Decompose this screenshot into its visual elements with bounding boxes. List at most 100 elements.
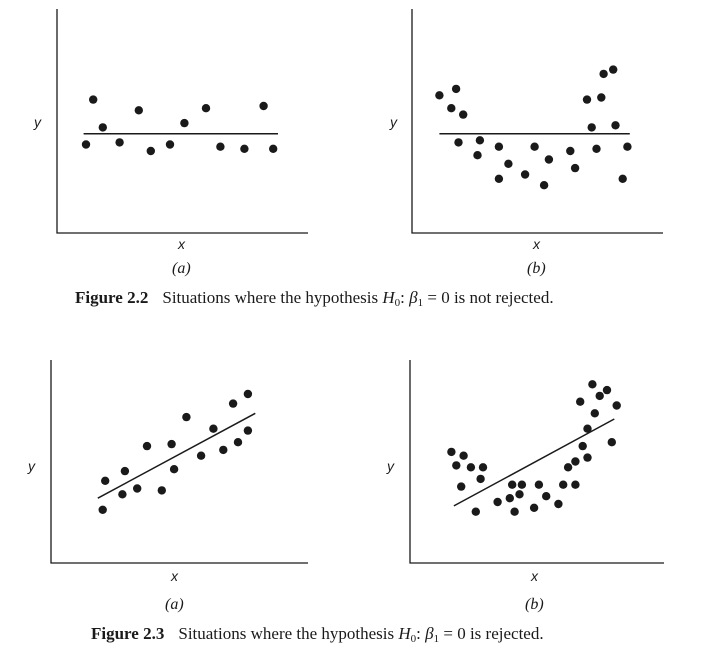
fig23b-point-9 [493, 497, 502, 507]
fig22b-point-8 [494, 142, 504, 151]
fig22b-point-4 [459, 110, 468, 119]
fig23a-point-6 [142, 441, 152, 451]
fig23a-point-9 [169, 465, 179, 474]
fig22b-ylabel: y [389, 114, 398, 130]
fig23a-point-14 [228, 399, 238, 408]
fig22b-point-3 [451, 84, 461, 94]
fig22b-point-22 [609, 65, 618, 74]
figure-2-2-caption: Figure 2.2 Situations where the hypothesi… [75, 288, 554, 309]
figure-2-3-text-after: = 0 is rejected. [443, 624, 544, 643]
fig22a-point-10 [216, 142, 225, 151]
fig23b-point-23 [576, 397, 585, 406]
fig22a-point-9 [201, 104, 211, 113]
figure-2-2-beta-subscript: 1 [417, 297, 424, 309]
fig23b-axes [409, 360, 664, 564]
fig23b-subplot-label: (b) [525, 596, 544, 613]
figure-2-2-h-symbol: H [382, 288, 395, 307]
fig22a-axes [56, 9, 308, 234]
fig22b-point-5 [454, 138, 463, 147]
figure-2-3-beta-symbol: β [425, 624, 434, 643]
fig23a-point-15 [233, 438, 243, 447]
fig22a-point-12 [259, 101, 268, 111]
fig23b-fit-line [453, 418, 615, 507]
figure-2-3-colon: : [416, 624, 421, 643]
fig22b-point-1 [435, 91, 444, 100]
figure-2-3-h-subscript: 0 [410, 633, 417, 645]
fig22b-point-16 [570, 163, 580, 173]
fig22b-point-17 [582, 95, 592, 104]
fig23a-point-11 [196, 451, 206, 460]
fig23a-subplot-label: (a) [165, 596, 184, 613]
fig23b-point-10 [505, 494, 514, 503]
figure-2-2-text-before: Situations where the hypothesis [162, 288, 379, 307]
fig23b-point-18 [554, 499, 563, 509]
fig23b-point-13 [515, 490, 524, 499]
fig22b-point-23 [611, 121, 620, 130]
fig22a-scatter-plot: y x (a) [33, 9, 308, 277]
fig23a-fit-line [97, 412, 256, 499]
fig22a-point-1 [81, 140, 91, 149]
fig22a-subplot-label: (a) [172, 260, 191, 277]
fig23b-point-8 [478, 463, 488, 472]
fig22a-point-3 [98, 123, 108, 132]
fig23a-point-2 [101, 476, 110, 485]
fig22b-point-2 [447, 104, 456, 113]
fig23a-point-7 [157, 486, 166, 495]
fig22b-point-20 [597, 93, 606, 102]
fig22b-point-15 [566, 146, 575, 156]
figure-2-3-text-before: Situations where the hypothesis [178, 624, 395, 643]
fig23a-point-8 [167, 439, 176, 449]
fig22a-xlabel: x [177, 236, 186, 252]
fig23a-point-4 [120, 466, 130, 476]
fig23a-xlabel: x [170, 568, 179, 584]
fig23b-point-14 [517, 480, 527, 489]
figure-2-2-text-after: = 0 is not rejected. [427, 288, 554, 307]
fig22b-point-13 [539, 181, 549, 190]
fig22b-axes [411, 9, 663, 234]
fig23b-point-30 [602, 385, 612, 395]
fig23b-point-25 [583, 424, 592, 433]
figure-2-2-label: Figure 2.2 [75, 288, 149, 307]
fig23a-point-1 [98, 505, 107, 514]
fig23b-point-29 [595, 391, 604, 401]
fig22a-ylabel: y [33, 114, 42, 130]
fig23a-ylabel: y [27, 458, 36, 474]
figure-2-2-colon: : [400, 288, 405, 307]
fig22b-point-7 [475, 136, 485, 145]
fig23a-point-5 [133, 484, 142, 493]
fig22b-point-12 [530, 142, 539, 151]
fig23b-point-2 [452, 461, 461, 470]
fig22b-point-11 [520, 170, 530, 179]
figure-2-3-caption: Figure 2.3 Situations where the hypothesi… [91, 624, 544, 645]
fig23b-point-20 [563, 463, 573, 472]
fig23b-point-16 [534, 480, 544, 489]
fig23b-point-32 [612, 401, 621, 410]
fig23b-point-4 [459, 451, 468, 460]
fig23b-ylabel: y [386, 458, 395, 474]
figure-2-2-h-subscript: 0 [394, 297, 401, 309]
fig22b-point-25 [623, 142, 632, 151]
figure-2-3-label: Figure 2.3 [91, 624, 165, 643]
fig22a-point-8 [180, 118, 189, 128]
fig23b-point-12 [510, 507, 519, 516]
fig23b-point-7 [476, 474, 485, 484]
fig22a-point-5 [134, 106, 143, 115]
fig22a-point-13 [269, 144, 278, 153]
fig22b-point-21 [599, 69, 608, 79]
fig22a-point-4 [115, 138, 124, 147]
fig23b-point-11 [508, 480, 517, 489]
fig22a-point-7 [165, 140, 175, 149]
fig23b-point-28 [590, 409, 599, 418]
fig23b-point-26 [583, 453, 592, 462]
fig22b-point-6 [473, 151, 482, 160]
fig23b-point-1 [447, 447, 456, 457]
figure-2-3-beta-subscript: 1 [433, 633, 440, 645]
fig23b-point-24 [578, 441, 587, 451]
fig22b-point-10 [504, 159, 513, 168]
fig22a-point-2 [89, 95, 98, 104]
fig23a-point-10 [182, 412, 191, 422]
fig23a-axes [50, 360, 308, 564]
fig22b-point-18 [587, 123, 596, 132]
fig22b-point-19 [592, 144, 601, 153]
